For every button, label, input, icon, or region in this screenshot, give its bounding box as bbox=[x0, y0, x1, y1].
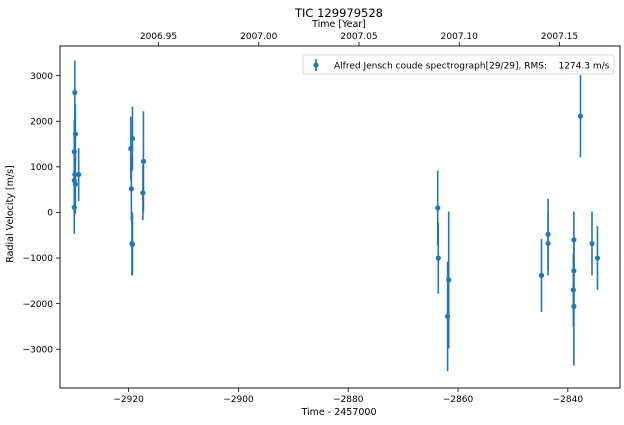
y-tick-label: 0 bbox=[47, 209, 53, 219]
plot-frame bbox=[59, 45, 621, 389]
y-tick-label: −2000 bbox=[23, 300, 54, 310]
legend: Alfred Jensch coude spectrograph[29/29],… bbox=[302, 54, 615, 75]
data-point bbox=[446, 277, 452, 283]
data-point bbox=[140, 190, 146, 196]
data-point bbox=[129, 135, 136, 142]
top-x-tick-label: 2006.95 bbox=[140, 32, 177, 42]
y-tick-label: −3000 bbox=[23, 345, 54, 355]
data-point bbox=[545, 240, 551, 247]
data-point bbox=[538, 272, 545, 278]
data-point bbox=[72, 89, 78, 96]
data-point bbox=[435, 255, 441, 261]
x-tick-label: −2900 bbox=[223, 395, 254, 405]
data-point bbox=[71, 149, 77, 155]
y-tick-label: −1000 bbox=[23, 254, 54, 264]
y-tick-label: 1000 bbox=[30, 163, 53, 173]
y-tick-label: 3000 bbox=[30, 72, 53, 82]
chart-title: TIC 129979528 bbox=[294, 6, 383, 20]
data-point bbox=[571, 237, 577, 243]
plot-area: −2920 −2900 −2880 −2860 −2840 −3000 −2000 −1000… bbox=[23, 32, 621, 405]
legend-marker-icon bbox=[313, 62, 319, 68]
legend-box bbox=[302, 54, 615, 75]
y-axis-label: Radial Velocity [m/s] bbox=[5, 165, 16, 262]
top-x-tick-label: 2007.10 bbox=[441, 32, 478, 42]
x-axis-label: Time - 2457000 bbox=[300, 407, 376, 418]
data-point bbox=[76, 171, 82, 178]
x-tick-label: −2860 bbox=[443, 395, 474, 405]
data-point bbox=[571, 303, 577, 309]
y-tick-label: 2000 bbox=[30, 117, 53, 127]
top-x-tick-label: 2007.00 bbox=[240, 32, 277, 42]
top-x-axis-label: Time [Year] bbox=[311, 19, 366, 30]
data-point bbox=[571, 268, 577, 274]
x-tick-label: −2880 bbox=[333, 395, 364, 405]
data-point bbox=[140, 158, 147, 164]
data-point bbox=[570, 287, 576, 293]
data-point bbox=[128, 146, 134, 152]
data-point bbox=[72, 181, 78, 187]
data-point bbox=[545, 231, 551, 237]
data-point bbox=[589, 240, 595, 247]
data-point bbox=[435, 205, 441, 211]
data-point bbox=[71, 204, 77, 211]
x-tick-label: −2840 bbox=[553, 395, 584, 405]
x-tick-label: −2920 bbox=[113, 395, 144, 405]
data-point bbox=[594, 255, 601, 261]
data-point bbox=[577, 113, 584, 119]
data-point bbox=[128, 186, 134, 192]
top-x-tick-label: 2007.05 bbox=[340, 32, 377, 42]
data-point bbox=[72, 131, 78, 137]
data-point bbox=[445, 313, 451, 320]
top-x-tick-label: 2007.15 bbox=[541, 32, 578, 42]
data-point bbox=[72, 171, 78, 178]
data-point bbox=[129, 241, 136, 247]
legend-entry-label: Alfred Jensch coude spectrograph[29/29],… bbox=[334, 62, 610, 72]
